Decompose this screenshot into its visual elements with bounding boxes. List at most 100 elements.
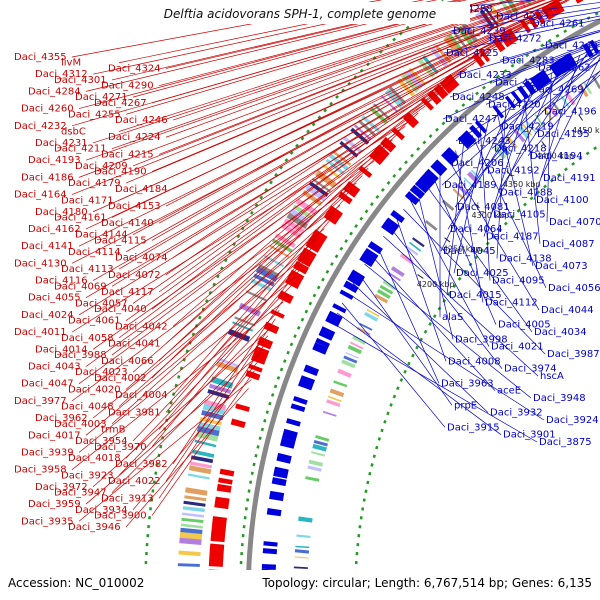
cog-band-segment (488, 3, 504, 24)
gene-label-plus: Daci_4087 (542, 239, 595, 250)
gene-label-plus: Daci_4081 (457, 202, 510, 213)
minus-strand-gene (309, 229, 328, 246)
gene-label-plus: Daci_4034 (534, 327, 587, 338)
gene-label-plus: Daci_4247 (445, 114, 498, 125)
gene-label-minus: Daci_4066 (101, 356, 154, 367)
red-leader-line (158, 344, 265, 499)
blue-leader-line (535, 43, 600, 69)
gene-label-plus: Daci_4233 (459, 70, 512, 81)
boundary-ring-2 (238, 10, 600, 600)
inner-band-segment (405, 245, 419, 256)
gene-label-minus: dsbC (61, 127, 86, 138)
minus-strand-gene (216, 483, 232, 493)
red-leader-line (132, 167, 369, 373)
plus-strand-gene (328, 310, 343, 321)
gene-label-minus: Daci_3946 (68, 522, 121, 533)
blue-leader-line (485, 49, 600, 105)
cog-band-segment (190, 455, 214, 464)
inner-band-segment (399, 252, 414, 265)
red-leader-line (85, 252, 310, 436)
minus-strand-gene (209, 548, 224, 559)
inner-band-segment (345, 352, 359, 359)
gene-label-plus: Daci_4070 (549, 217, 600, 228)
blue-leader-line (490, 66, 562, 215)
inner-band-segment (326, 399, 341, 407)
red-leader-line (118, 0, 425, 64)
plus-strand-gene (286, 418, 301, 427)
title-background (130, 2, 470, 24)
gene-label-minus: Daci_4061 (68, 316, 121, 327)
inner-band-segment (591, 75, 600, 90)
gene-label-plus: Daci_3998 (455, 334, 508, 345)
inner-band-segment (307, 465, 322, 472)
kbp-tick-mark (506, 170, 512, 177)
gene-label-minus: Daci_4058 (61, 333, 114, 344)
blue-leader-line (410, 200, 490, 347)
gene-label-minus: Daci_4179 (68, 178, 121, 189)
red-leader-line (78, 0, 555, 178)
cog-band-segment (505, 0, 519, 15)
cog-band-segment (179, 531, 203, 540)
minus-strand-gene (358, 165, 373, 178)
minus-strand-gene (235, 403, 250, 412)
gene-label-minus: Daci_4290 (101, 81, 154, 92)
gene-label-minus: Daci_4271 (75, 92, 128, 103)
gene-label-minus: Daci_4117 (101, 287, 154, 298)
red-leader-line (125, 284, 292, 459)
cog-band-segment (234, 316, 256, 327)
red-leader-line (151, 175, 363, 379)
inner-band-segment (313, 439, 328, 447)
red-leader-line (165, 132, 400, 344)
blue-leader-line (486, 15, 600, 39)
gene-label-plus: Daci_4100 (536, 195, 589, 206)
gene-label-minus: Daci_4267 (94, 98, 147, 109)
red-leader-line (71, 46, 497, 264)
inner-band-segment (582, 81, 593, 95)
gene-label-minus: Daci_4141 (21, 241, 74, 252)
map-title: Delftia acidovorans SPH-1, complete geno… (164, 7, 436, 21)
gene-label-minus: Daci_4072 (108, 270, 161, 281)
red-leader-line (132, 361, 258, 511)
gene-label-plus: Daci_4261 (532, 19, 585, 30)
blue-leader-line (493, 2, 600, 17)
topology-label: Topology: circular; Length: 6,767,514 bp… (261, 576, 592, 590)
gene-label-plus: Daci_3875 (539, 437, 592, 448)
gene-label-plus: Daci_4008 (448, 356, 501, 367)
inner-band-segment (322, 410, 337, 417)
inner-band-segment (463, 177, 475, 189)
gene-label-plus: Daci_4025 (456, 268, 509, 279)
cog-band-segment (253, 273, 275, 287)
blue-leader-line (534, 74, 600, 135)
red-leader-line (151, 370, 255, 516)
blue-leader-line (376, 245, 440, 384)
gene-label-minus: Daci_4011 (14, 327, 67, 338)
blue-leader-line (546, 72, 552, 222)
gene-label-plus: Daci_4239 (453, 26, 506, 37)
cog-band-segment (321, 163, 341, 180)
plus-strand-gene (510, 90, 523, 105)
gene-label-minus: Daci_4190 (94, 167, 147, 178)
gene-label-plus: Daci_4272 (489, 33, 542, 44)
gene-label-minus: Daci_4113 (61, 264, 114, 275)
gene-label-minus: Daci_4211 (54, 144, 107, 155)
blue-leader-line (437, 0, 537, 10)
plus-strand-gene (303, 364, 320, 377)
inner-band-segment (366, 308, 380, 318)
blue-leader-line (403, 208, 546, 355)
cog-band-segment (408, 67, 427, 85)
gene-label-minus: Daci_3954 (75, 436, 128, 447)
gene-label-minus: Daci_3981 (108, 407, 161, 418)
minus-strand-gene (214, 496, 230, 510)
plus-strand-gene (469, 124, 483, 139)
red-leader-line (165, 220, 330, 413)
gene-label-minus: Daci_4023 (75, 367, 128, 378)
red-leader-line (118, 126, 406, 339)
plus-strand-gene (390, 210, 405, 223)
blue-leader-line (453, 120, 489, 274)
red-leader-line (165, 318, 276, 482)
blue-leader-line (496, 105, 507, 259)
gene-label-plus: Daci_4045 (443, 246, 496, 257)
gene-label-minus: Daci_3959 (28, 499, 81, 510)
red-leader-line (132, 0, 556, 167)
inner-band-segment (305, 476, 320, 482)
